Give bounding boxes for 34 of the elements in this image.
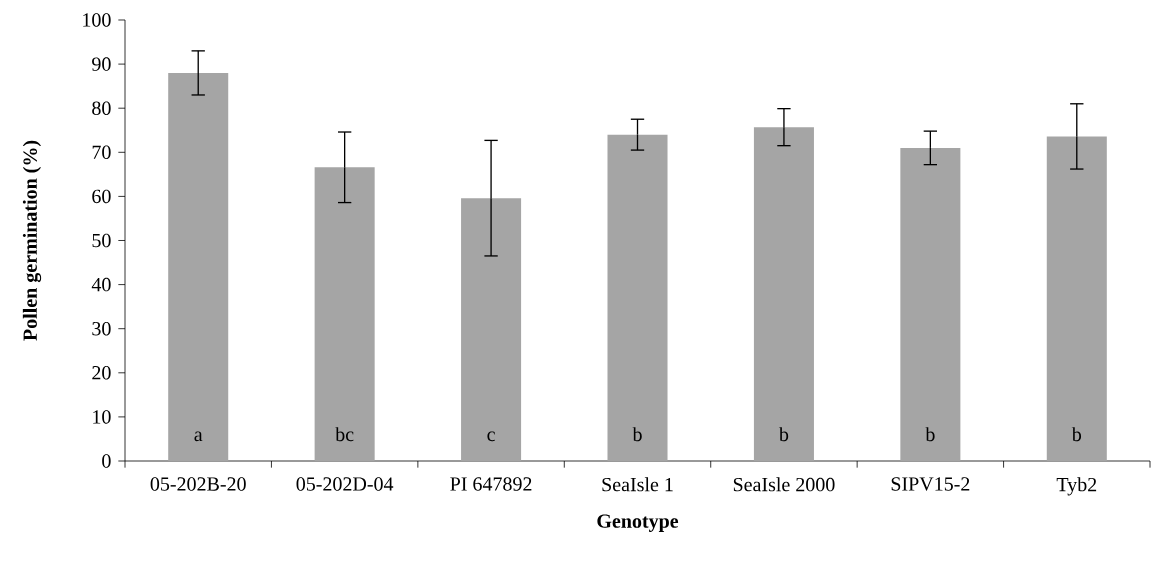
annotation: b [1071,427,1082,442]
annotation: a [194,431,203,442]
x-tick-label: Tyb2 [1056,477,1097,496]
y-tick-label: 70 [92,145,111,160]
x-tick-label: 05-202B-20 [150,477,246,491]
y-tick-label: 30 [92,321,111,336]
x-tick-label: SeaIsle 1 [602,477,673,492]
x-axis-title: Genotype [597,514,679,532]
y-tick-label: 60 [92,189,111,204]
y-axis-title: Pollen germination (%) [22,140,42,341]
annotation: b [925,427,935,442]
y-tick-label: 50 [92,233,111,248]
annotation: c [487,431,495,442]
x-tick-label: SIPV15-2 [891,477,970,491]
y-tick-label: 10 [93,410,111,424]
bar [314,167,375,461]
annotation: bc [335,427,354,442]
x-tick-label: PI 647892 [450,477,532,491]
annotation: b [632,427,642,442]
bar [900,147,961,461]
annotation: b [778,427,789,442]
y-tick-label: 80 [92,101,111,115]
x-tick-label: SeaIsle 2000 [733,477,835,492]
y-tick-label: 20 [92,366,111,380]
y-tick-label: 100 [83,13,111,27]
bar [1046,136,1107,461]
y-tick-label: 0 [102,454,111,468]
bar [168,72,229,461]
bar [607,134,668,461]
y-tick-label: 40 [91,277,111,292]
x-tick-label: 05-202D-04 [296,477,394,491]
y-tick-label: 90 [92,57,111,71]
bar [753,127,814,461]
bar [461,198,522,461]
